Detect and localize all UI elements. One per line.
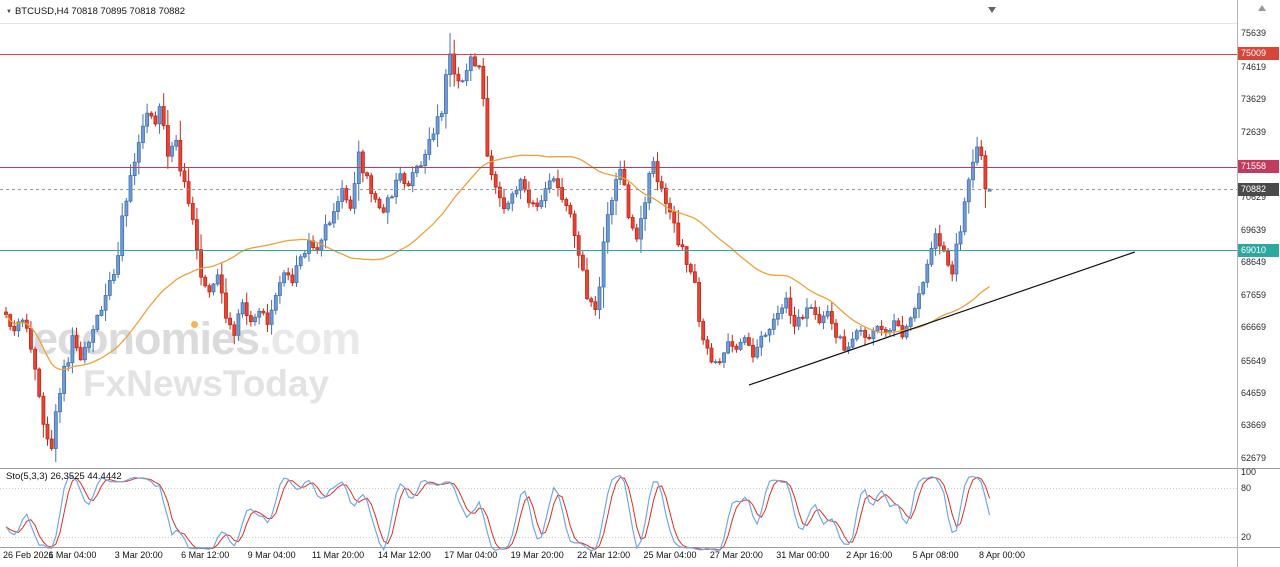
stochastic-signal-line (5, 476, 991, 551)
price-axis[interactable]: 75639 74619 73629 72639 70629 69639 68649 67659… (1237, 0, 1280, 567)
dropdown-icon[interactable]: ▼ (6, 8, 12, 15)
price-tick: 70629 (1241, 192, 1267, 203)
symbol-info: ▼ BTCUSD,H4 70818 70895 70818 70882 (6, 6, 185, 17)
candles-layer (4, 33, 992, 463)
price-tick: 66669 (1241, 322, 1267, 333)
time-axis-label: 2 Apr 16:00 (846, 550, 893, 560)
price-tick: 74619 (1241, 61, 1267, 72)
ma-line (5, 154, 990, 371)
price-tick: 72639 (1241, 126, 1267, 137)
indicator-axis-label: 100 (1241, 467, 1257, 477)
stochastic-main-line (5, 474, 991, 552)
price-tick: 65649 (1241, 355, 1267, 366)
trendline (748, 251, 1135, 386)
price-badge-75009: 75009 (1238, 47, 1279, 61)
time-axis-label: 3 Mar 20:00 (114, 550, 163, 560)
time-axis-label: 31 Mar 00:00 (776, 550, 830, 560)
time-axis-label: 6 Mar 12:00 (181, 550, 230, 560)
indicator-axis-label: 80 (1241, 483, 1252, 494)
time-axis-label: 1 Mar 04:00 (48, 550, 97, 560)
time-axis-label: 26 Feb 2026 (3, 550, 54, 560)
time-axis-label: 11 Mar 20:00 (311, 550, 365, 560)
price-badge-69010: 69010 (1238, 243, 1279, 257)
symbol-ohlc-label: BTCUSD,H4 70818 70895 70818 70882 (14, 6, 186, 17)
price-tick: 68649 (1241, 257, 1267, 268)
time-axis-label: 25 Mar 04:00 (643, 550, 697, 560)
price-tick: 75639 (1241, 28, 1267, 39)
time-axis-label: 14 Mar 12:00 (377, 550, 431, 560)
price-tick: 63669 (1241, 420, 1267, 431)
time-axis-label: 27 Mar 20:00 (709, 550, 763, 560)
time-axis[interactable]: 26 Feb 2026 1 Mar 04:00 3 Mar 20:00 6 Mar 1… (0, 548, 1237, 567)
price-tick: 62679 (1241, 452, 1267, 463)
time-axis-label: 17 Mar 04:00 (444, 550, 498, 560)
time-axis-label: 19 Mar 20:00 (510, 550, 564, 560)
time-axis-label: 5 Apr 08:00 (912, 550, 959, 560)
price-tick: 69639 (1241, 224, 1267, 235)
time-axis-label: 8 Apr 00:00 (978, 550, 1026, 560)
chart-shift-icon (988, 7, 996, 13)
price-badge-70882: 70882 (1238, 182, 1279, 196)
price-tick: 67659 (1241, 289, 1267, 300)
price-badge-71558: 71558 (1238, 160, 1279, 174)
indicator-label: Sto(5,3,3) 26,3525 44.4442 (6, 471, 122, 482)
indicator-axis-label: 20 (1241, 531, 1252, 542)
scroll-right-icon[interactable] (1258, 5, 1266, 11)
time-axis-label: 9 Mar 04:00 (247, 550, 296, 560)
price-tick: 73629 (1241, 94, 1267, 105)
price-tick: 64659 (1241, 388, 1267, 398)
time-axis-label: 22 Mar 12:00 (577, 550, 631, 560)
